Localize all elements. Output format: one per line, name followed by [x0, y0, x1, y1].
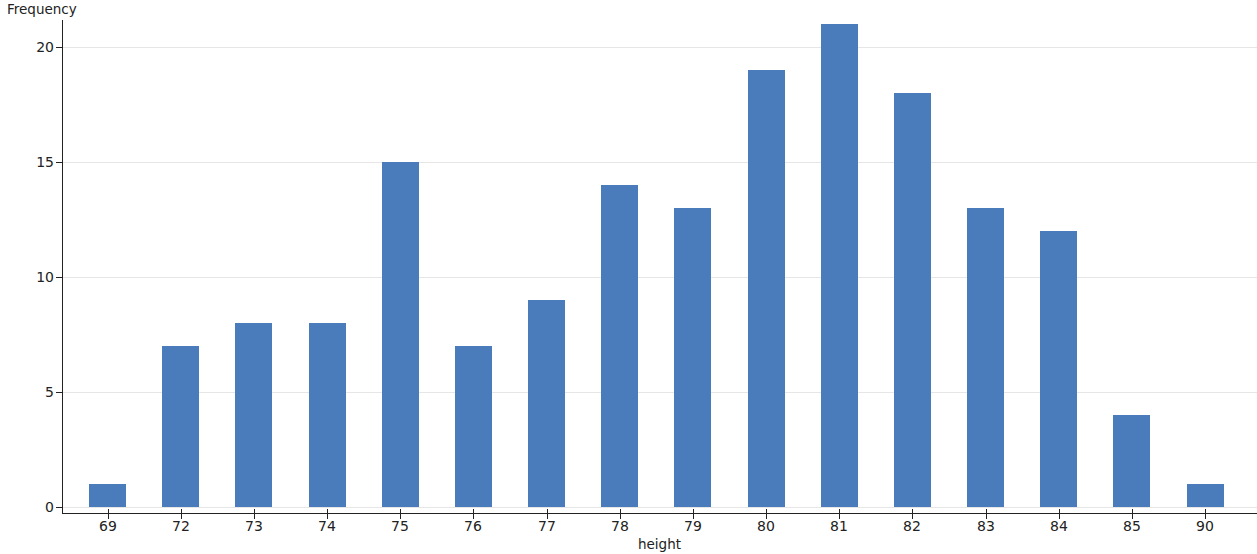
x-tick-label: 84: [1034, 518, 1084, 534]
x-tick-label: 85: [1107, 518, 1157, 534]
bar-90: [1187, 484, 1224, 507]
x-tick-label: 83: [961, 518, 1011, 534]
x-tick-label: 82: [887, 518, 937, 534]
y-tick-label: 5: [0, 384, 54, 400]
bar-69: [89, 484, 126, 507]
x-axis-title: height: [62, 536, 1257, 552]
gridline: [63, 277, 1257, 278]
x-tick-label: 79: [668, 518, 718, 534]
gridline: [63, 507, 1257, 508]
y-axis-title: Frequency: [7, 1, 77, 17]
bar-73: [235, 323, 272, 507]
x-tick-label: 72: [156, 518, 206, 534]
bar-75: [382, 162, 419, 507]
gridline: [63, 47, 1257, 48]
x-tick-label: 76: [448, 518, 498, 534]
bar-79: [674, 208, 711, 507]
y-tick-label: 10: [0, 269, 54, 285]
y-tick-label: 15: [0, 154, 54, 170]
bar-77: [528, 300, 565, 507]
x-tick-label: 90: [1180, 518, 1230, 534]
bar-84: [1040, 231, 1077, 507]
frequency-histogram: Frequency 0 5 10 15 20 69 72 73 74 75 76 77 78 79 80 81…: [0, 0, 1257, 554]
y-tick-label: 20: [0, 39, 54, 55]
x-tick-label: 75: [375, 518, 425, 534]
bar-85: [1113, 415, 1150, 507]
x-tick-label: 81: [814, 518, 864, 534]
bar-82: [894, 93, 931, 507]
bar-80: [748, 70, 785, 507]
x-tick-label: 77: [522, 518, 572, 534]
x-axis-line: [62, 513, 1257, 514]
x-tick-label: 69: [83, 518, 133, 534]
bar-72: [162, 346, 199, 507]
gridline: [63, 162, 1257, 163]
bar-81: [821, 24, 858, 507]
bar-74: [309, 323, 346, 507]
bar-83: [967, 208, 1004, 507]
bar-78: [601, 185, 638, 507]
x-tick-label: 80: [741, 518, 791, 534]
y-tick-label: 0: [0, 499, 54, 515]
x-tick-label: 78: [595, 518, 645, 534]
x-tick-label: 73: [229, 518, 279, 534]
bar-76: [455, 346, 492, 507]
y-axis-line: [62, 20, 63, 514]
x-tick-label: 74: [302, 518, 352, 534]
